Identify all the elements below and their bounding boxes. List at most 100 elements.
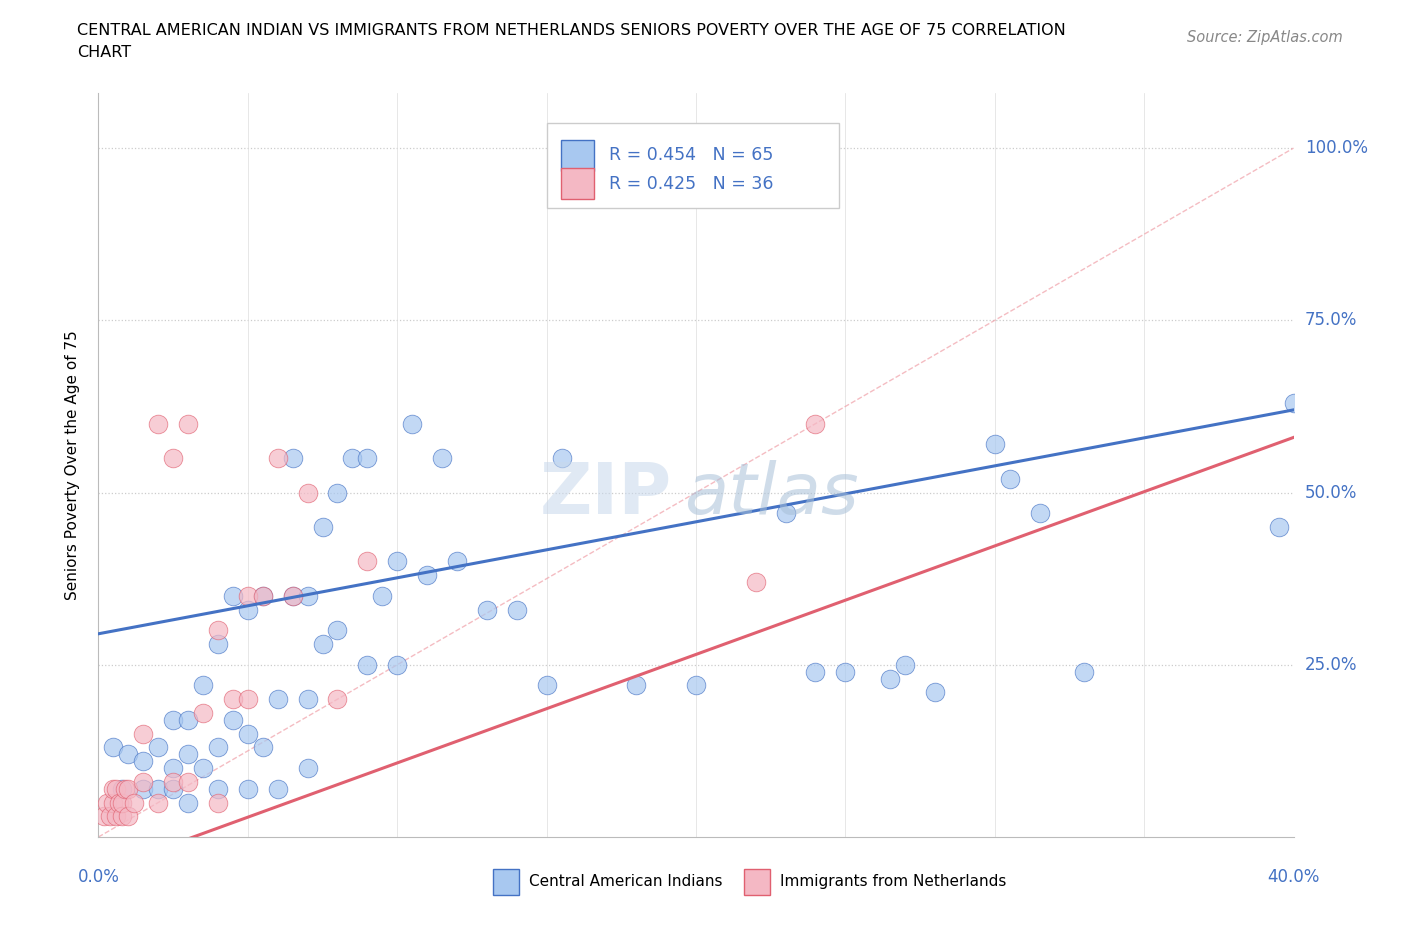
Text: R = 0.425   N = 36: R = 0.425 N = 36 xyxy=(609,175,773,193)
Point xyxy=(222,589,245,604)
Point xyxy=(475,603,498,618)
Point xyxy=(311,520,333,535)
Text: CHART: CHART xyxy=(77,45,131,60)
Point xyxy=(177,712,200,727)
Point xyxy=(111,809,134,824)
Text: Immigrants from Netherlands: Immigrants from Netherlands xyxy=(780,874,1007,889)
Point xyxy=(117,781,139,796)
Point xyxy=(162,781,184,796)
Point xyxy=(506,603,529,618)
Point xyxy=(162,712,184,727)
Point xyxy=(281,451,304,466)
Point xyxy=(207,637,229,652)
Point xyxy=(177,747,200,762)
Point xyxy=(177,417,200,432)
Point xyxy=(105,809,128,824)
Point xyxy=(745,575,768,590)
Point xyxy=(626,678,648,693)
FancyBboxPatch shape xyxy=(561,140,595,171)
Point xyxy=(96,795,118,810)
Point xyxy=(177,775,200,790)
Point xyxy=(804,417,827,432)
Point xyxy=(267,692,290,707)
Point xyxy=(191,678,214,693)
Point xyxy=(879,671,901,686)
Point xyxy=(108,795,131,810)
Point xyxy=(132,781,155,796)
Point xyxy=(685,678,707,693)
Point xyxy=(236,589,259,604)
Point xyxy=(536,678,558,693)
Point xyxy=(148,417,170,432)
Point xyxy=(111,781,134,796)
Point xyxy=(924,684,946,699)
Point xyxy=(252,589,274,604)
Point xyxy=(191,706,214,721)
Text: 40.0%: 40.0% xyxy=(1267,868,1320,885)
Point xyxy=(236,726,259,741)
Point xyxy=(93,809,115,824)
Point xyxy=(236,603,259,618)
Point xyxy=(103,781,125,796)
Point xyxy=(236,692,259,707)
Point xyxy=(148,795,170,810)
Point xyxy=(297,589,319,604)
Point xyxy=(416,568,439,583)
Point xyxy=(267,781,290,796)
Point xyxy=(281,589,304,604)
Point xyxy=(446,554,468,569)
Text: R = 0.454   N = 65: R = 0.454 N = 65 xyxy=(609,147,773,165)
Point xyxy=(252,740,274,755)
Point xyxy=(207,623,229,638)
Point xyxy=(894,658,917,672)
Point xyxy=(326,692,349,707)
Point xyxy=(1028,506,1050,521)
Point xyxy=(236,781,259,796)
Y-axis label: Seniors Poverty Over the Age of 75: Seniors Poverty Over the Age of 75 xyxy=(65,330,80,600)
Point xyxy=(207,740,229,755)
Point xyxy=(148,740,170,755)
Point xyxy=(132,775,155,790)
Point xyxy=(385,658,409,672)
Point xyxy=(148,781,170,796)
Point xyxy=(401,417,423,432)
Point xyxy=(311,637,333,652)
Point xyxy=(356,451,378,466)
Text: atlas: atlas xyxy=(685,460,859,529)
Text: Central American Indians: Central American Indians xyxy=(529,874,723,889)
Point xyxy=(267,451,290,466)
Point xyxy=(177,795,200,810)
Point xyxy=(162,761,184,776)
Point xyxy=(297,761,319,776)
Point xyxy=(103,740,125,755)
Point xyxy=(207,781,229,796)
Point xyxy=(111,795,134,810)
FancyBboxPatch shape xyxy=(547,123,839,208)
Text: 50.0%: 50.0% xyxy=(1305,484,1357,501)
Text: 25.0%: 25.0% xyxy=(1305,656,1357,673)
Point xyxy=(132,754,155,769)
Point xyxy=(550,451,572,466)
Point xyxy=(114,781,136,796)
Point xyxy=(804,664,827,679)
Point xyxy=(356,554,378,569)
Point xyxy=(252,589,274,604)
Point xyxy=(117,747,139,762)
Point xyxy=(162,451,184,466)
Point xyxy=(222,712,245,727)
Point xyxy=(371,589,394,604)
Point xyxy=(775,506,797,521)
Point xyxy=(98,809,122,824)
Point xyxy=(191,761,214,776)
Text: ZIP: ZIP xyxy=(540,460,672,529)
Point xyxy=(132,726,155,741)
Point xyxy=(117,809,139,824)
Point xyxy=(834,664,856,679)
Text: 100.0%: 100.0% xyxy=(1305,140,1368,157)
Point xyxy=(984,437,1007,452)
Text: 0.0%: 0.0% xyxy=(77,868,120,885)
Point xyxy=(998,472,1021,486)
Point xyxy=(207,795,229,810)
Point xyxy=(103,795,125,810)
Text: 75.0%: 75.0% xyxy=(1305,312,1357,329)
